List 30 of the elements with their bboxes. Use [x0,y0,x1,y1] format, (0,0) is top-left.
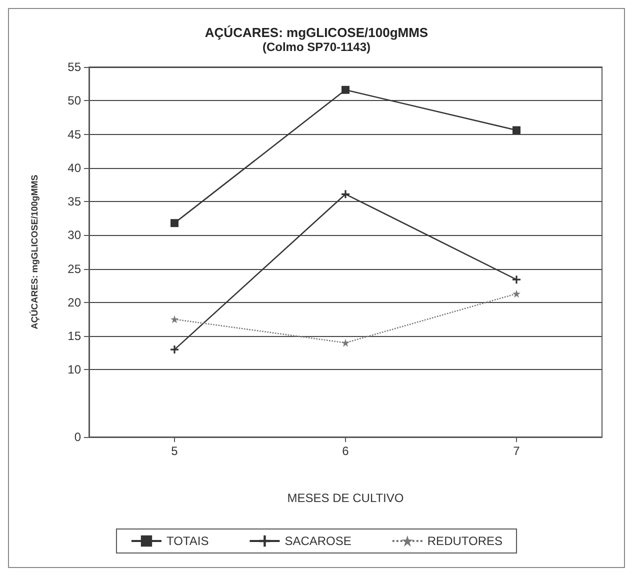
x-axis-title: MESES DE CULTIVO [287,491,404,505]
y-tick-label: 0 [74,430,82,444]
y-tick-label: 25 [68,262,82,276]
x-tick-label: 5 [171,444,178,458]
y-tick-label: 20 [68,295,82,310]
point [170,219,178,228]
legend-label: TOTAIS [166,534,209,548]
legend-label: REDUTORES [427,534,503,548]
y-tick-label: 35 [68,194,82,209]
y-tick-label: 45 [68,127,82,142]
point [342,86,350,94]
y-tick-label: 40 [68,160,82,175]
y-tick-label: 10 [68,362,82,377]
legend-label: SACAROSE [284,534,352,548]
point [170,315,178,324]
chart-subtitle: (Colmo SP70-1143) [262,40,371,54]
y-axis-title: AÇÚCARES: mgGLICOSE/100gMMS [30,174,40,330]
point [342,190,350,198]
y-tick-label: 50 [68,94,82,108]
x-tick-label: 7 [513,444,520,458]
point [512,276,520,284]
point [512,290,520,298]
y-tick-label: 30 [68,228,82,242]
point [170,346,178,354]
point [512,126,520,134]
point [342,338,350,347]
y-tick-label: 15 [68,329,82,344]
x-tick-label: 6 [342,444,350,458]
chart-title: AÇÚCARES: mgGLICOSE/100gMMS [204,25,428,40]
y-tick-label: 55 [68,60,82,74]
